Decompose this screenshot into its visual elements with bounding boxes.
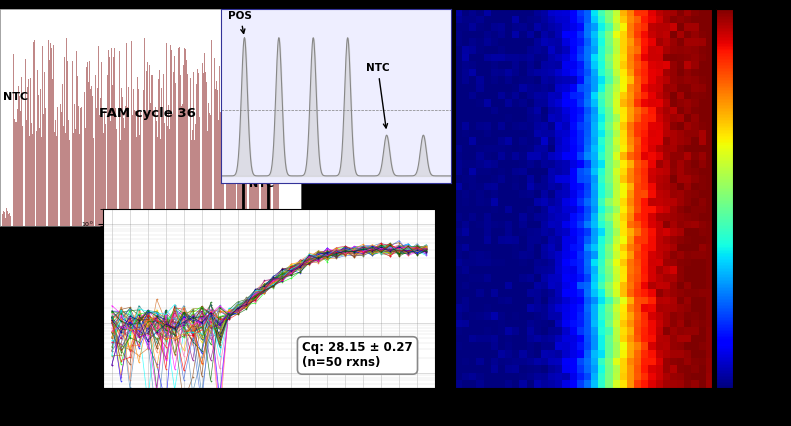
- X-axis label: Cycle: Cycle: [396, 425, 422, 426]
- Text: POS: POS: [229, 11, 252, 33]
- Text: FAM cycle 36: FAM cycle 36: [99, 107, 196, 120]
- Text: Cq: 28.15 ± 0.27
(n=50 rxns): Cq: 28.15 ± 0.27 (n=50 rxns): [302, 342, 413, 369]
- Bar: [244, 24, 267, 215]
- Text: NTC: NTC: [249, 178, 274, 189]
- Text: NTC: NTC: [366, 63, 390, 128]
- Y-axis label: ΔRnmlat: ΔRnmlat: [759, 181, 768, 215]
- Text: zoom: zoom: [274, 81, 311, 94]
- X-axis label: Cycle No.: Cycle No.: [251, 408, 287, 417]
- Text: NTC: NTC: [3, 92, 28, 102]
- X-axis label: Cycle: Cycle: [572, 403, 595, 412]
- Y-axis label: ΔR/Rs: ΔR/Rs: [62, 287, 71, 310]
